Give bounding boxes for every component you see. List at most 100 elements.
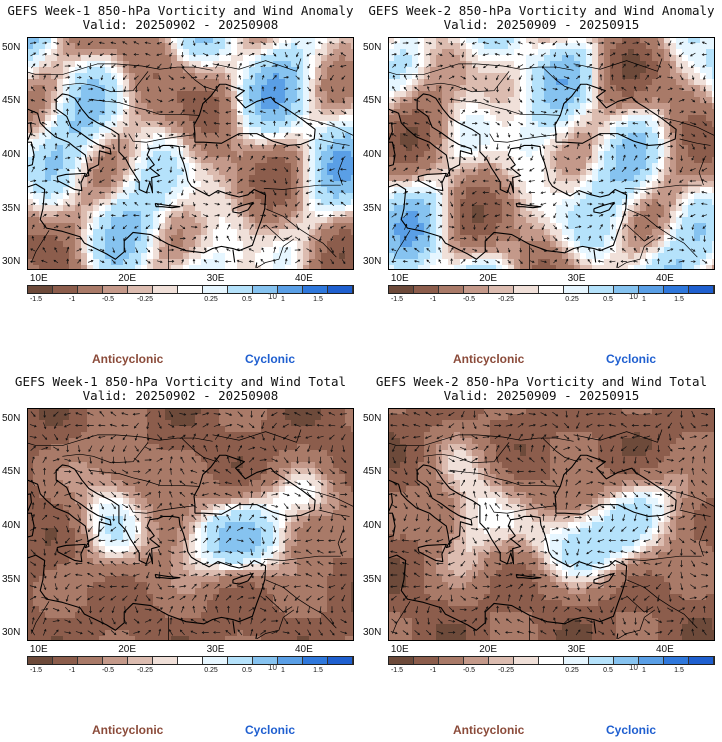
map-title: GEFS Week-1 850-hPa Vorticity and Wind A… xyxy=(7,3,354,18)
colorbar-tick-label: 1 xyxy=(642,296,646,303)
latitude-label: 45N xyxy=(363,95,382,107)
colorbar-swatch xyxy=(439,286,464,293)
colorbar-tick-label: -0.25 xyxy=(498,667,514,674)
vorticity-map xyxy=(27,408,354,641)
colorbar-swatch xyxy=(178,657,203,664)
map-frame xyxy=(27,37,354,270)
colorbar-swatch xyxy=(639,286,664,293)
colorbar-swatch xyxy=(589,657,614,664)
map-title: GEFS Week-1 850-hPa Vorticity and Wind T… xyxy=(14,374,347,389)
colorbar-tick-label: 1.5 xyxy=(674,296,684,303)
colorbar-swatch xyxy=(464,286,489,293)
coastlines xyxy=(27,454,354,639)
latitude-label: 30N xyxy=(2,256,21,268)
latitude-label: 35N xyxy=(363,202,382,214)
longitude-label: 30E xyxy=(206,273,225,284)
country-borders xyxy=(27,429,354,641)
colorbar xyxy=(27,285,354,294)
colorbar-swatch xyxy=(253,286,278,293)
longitude-label: 40E xyxy=(655,644,674,655)
colorbar-tick-label: 0.25 xyxy=(204,667,218,674)
cyclonic-label: Cyclonic xyxy=(606,723,657,737)
map-frame xyxy=(388,37,715,270)
colorbar-swatch xyxy=(664,286,689,293)
colorbar-tick-label: -1 xyxy=(68,667,76,674)
map-valid-dates: Valid: 20250902 - 20250908 xyxy=(82,17,279,32)
colorbar-tick-label: -1 xyxy=(68,296,76,303)
cyclonic-label: Cyclonic xyxy=(245,723,296,737)
colorbar xyxy=(388,285,715,294)
colorbar-tick-label: 1 xyxy=(281,296,285,303)
colorbar-swatch xyxy=(278,286,303,293)
map-panel-week2-anomaly: GEFS Week-2 850-hPa Vorticity and Wind A… xyxy=(361,0,722,371)
colorbar-swatch xyxy=(489,286,514,293)
map-title: GEFS Week-2 850-hPa Vorticity and Wind T… xyxy=(375,374,708,389)
latitude-label: 40N xyxy=(363,149,382,161)
colorbar-exponent: 10 xyxy=(268,663,277,672)
colorbar-exponent: 10 xyxy=(268,292,277,301)
colorbar-swatch xyxy=(689,657,714,664)
colorbar-tick-label: -1 xyxy=(429,667,437,674)
colorbar-swatch xyxy=(589,286,614,293)
colorbar-swatch xyxy=(103,657,128,664)
vorticity-map xyxy=(388,408,715,641)
colorbar-tick-label: 1 xyxy=(281,667,285,674)
colorbar-tick-label: -1 xyxy=(429,296,437,303)
colorbar-swatch xyxy=(278,657,303,664)
colorbar-swatch xyxy=(28,657,53,664)
colorbar-tick-label: 0.5 xyxy=(242,667,252,674)
colorbar-tick-label: 1.5 xyxy=(674,667,684,674)
colorbar xyxy=(27,656,354,665)
latitude-label: 50N xyxy=(2,412,21,424)
colorbar-swatch xyxy=(228,657,253,664)
colorbar-swatch xyxy=(539,657,564,664)
colorbar-tick-label: -0.5 xyxy=(462,667,476,674)
colorbar-swatch xyxy=(303,286,328,293)
vorticity-shading xyxy=(27,408,354,641)
colorbar-tick-label: -0.5 xyxy=(462,296,476,303)
colorbar-swatch xyxy=(614,657,639,664)
map-valid-dates: Valid: 20250909 - 20250915 xyxy=(443,388,640,403)
longitude-label: 40E xyxy=(294,644,313,655)
colorbar-swatch xyxy=(414,286,439,293)
colorbar xyxy=(388,656,715,665)
latitude-label: 45N xyxy=(2,466,21,478)
colorbar-tick-label: 1.5 xyxy=(313,296,323,303)
latitude-label: 50N xyxy=(2,41,21,53)
anticyclonic-label: Anticyclonic xyxy=(92,352,164,366)
latitude-label: 30N xyxy=(363,627,382,639)
colorbar-tick-label: 1.5 xyxy=(313,667,323,674)
colorbar-tick-label: 0.25 xyxy=(565,667,579,674)
colorbar-swatch xyxy=(389,286,414,293)
vorticity-shading xyxy=(388,408,715,641)
map-frame xyxy=(388,408,715,641)
cyclonic-label: Cyclonic xyxy=(606,352,657,366)
wind-vectors xyxy=(29,410,348,636)
longitude-label: 20E xyxy=(479,273,497,284)
colorbar-tick-label: 0.5 xyxy=(603,296,613,303)
colorbar-swatch xyxy=(489,657,514,664)
anticyclonic-label: Anticyclonic xyxy=(453,352,525,366)
colorbar-swatch xyxy=(128,286,153,293)
country-borders xyxy=(388,58,715,270)
latitude-label: 35N xyxy=(2,573,21,585)
colorbar-swatch xyxy=(203,286,228,293)
colorbar-swatch xyxy=(414,657,439,664)
colorbar-swatch xyxy=(664,657,689,664)
latitude-label: 35N xyxy=(363,573,382,585)
colorbar-swatch xyxy=(614,286,639,293)
colorbar-swatch xyxy=(303,657,328,664)
colorbar-swatch xyxy=(28,286,53,293)
colorbar-swatch xyxy=(689,286,714,293)
vorticity-map xyxy=(27,37,354,270)
longitude-label: 40E xyxy=(294,273,313,284)
colorbar-swatch xyxy=(78,286,103,293)
cyclonic-label: Cyclonic xyxy=(245,352,296,366)
map-panel-week1-total: GEFS Week-1 850-hPa Vorticity and Wind T… xyxy=(0,371,361,742)
colorbar-tick-label: 0.5 xyxy=(242,296,252,303)
longitude-label: 20E xyxy=(118,273,136,284)
colorbar-swatch xyxy=(564,286,589,293)
vorticity-map xyxy=(388,37,715,270)
colorbar-swatch xyxy=(539,286,564,293)
anticyclonic-label: Anticyclonic xyxy=(92,723,164,737)
